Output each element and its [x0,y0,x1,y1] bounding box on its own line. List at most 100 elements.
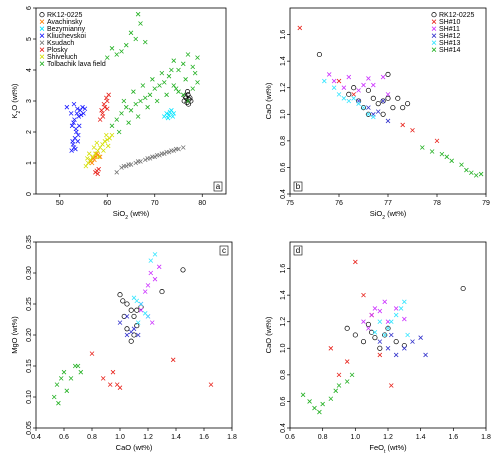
series-rk12-0225 [316,51,411,117]
data-point [360,105,367,111]
data-point [372,306,378,311]
data-point [170,357,176,363]
data-point [134,298,140,304]
data-point [459,162,464,168]
data-point [121,313,127,319]
series-rk12-0225 [117,267,186,344]
data-point [377,319,383,324]
data-point [439,151,445,157]
legend-marker [39,40,45,45]
data-point [464,167,469,173]
data-point [69,148,74,153]
data-point [382,332,388,338]
data-point [180,92,186,98]
data-point [114,52,120,57]
data-point [152,86,158,91]
data-point [478,171,484,177]
data-point [385,95,391,101]
data-point [145,314,151,319]
data-point [154,152,160,158]
data-point [385,319,391,324]
data-point [85,156,90,161]
legend-marker [39,47,45,52]
y-tick-label: 0.8 [280,136,287,146]
data-point [393,312,399,318]
data-point [320,401,325,407]
data-point [148,258,154,263]
data-point [333,388,339,394]
data-point [104,106,110,112]
data-point [169,148,174,153]
data-point [78,369,84,375]
y-tick-label: 1.2 [280,317,287,327]
legend-label: SH#12 [439,33,461,40]
y-tick-label: 1.4 [280,56,287,66]
legend-label: Bezymianny [47,26,86,33]
panel-d: 0.6 0.8 1.0 1.2 1.4 1.6 1.80.40.60.81.01.21.41… [264,241,491,455]
data-point [117,292,123,298]
x-tick-label: 1.8 [227,434,237,441]
data-point [418,335,423,340]
data-point [156,264,162,270]
x-tick-label: 0.8 [87,434,97,441]
y-tick-label: 4 [26,68,33,72]
y-tick-label: 1.4 [280,290,287,300]
data-point [152,252,158,257]
panels: 50 60 70 80 0 1 2 3 4 5 6 SiO2 (wt%) K2O (wt%) RK12-0… [10,6,491,455]
data-point [131,89,136,94]
data-point [89,351,95,356]
data-point [54,382,60,387]
data-point [429,149,435,154]
data-point [420,145,425,150]
y-tick-label: 0.8 [280,370,287,380]
legend-marker [431,26,437,31]
data-point [75,106,80,112]
data-point [388,319,394,324]
panel-b: 75 76 77 78 79 0.4 0.6 0.8 1.0 1.2 1.4 1.6 SiO2 (wt%… [264,7,490,221]
y-tick-label: 0.10 [26,390,33,404]
data-point [377,345,383,351]
data-point [336,372,342,378]
data-point [140,83,146,88]
data-point [405,332,410,338]
data-point [107,382,113,387]
data-point [114,170,120,175]
data-point [114,117,120,122]
data-point [166,73,172,79]
legend-label: SH#11 [439,26,460,33]
data-point [185,98,191,104]
data-point [170,114,176,119]
y-tick-label: 2 [26,130,33,134]
data-point [395,95,401,101]
legend-marker [39,26,45,31]
data-point [371,82,376,88]
data-point [128,30,134,36]
panel-letter-box [293,245,303,256]
data-point [120,298,126,304]
data-point [331,78,337,84]
panel-a: 50 60 70 80 0 1 2 3 4 5 6 SiO2 (wt%) K2O (wt%) RK12-0… [10,6,227,221]
data-point [159,70,165,76]
data-point [390,105,396,111]
legend-label: SH#10 [439,19,461,26]
data-point [124,301,130,307]
y-tick-label: 0 [26,192,33,196]
data-point [190,64,196,70]
panel-letter: c [222,246,226,255]
series-sh-14 [51,363,84,406]
data-point [190,86,196,91]
data-point [128,307,134,313]
series-sh-10 [297,25,440,144]
data-point [119,111,124,116]
data-point [100,142,105,147]
data-point [398,306,404,311]
data-point [109,123,115,129]
legend-marker [39,33,45,38]
data-point [76,114,82,119]
data-point [360,339,367,345]
series-bezymianny [161,108,177,121]
data-point [75,139,81,144]
data-point [161,114,167,119]
data-point [105,143,111,149]
